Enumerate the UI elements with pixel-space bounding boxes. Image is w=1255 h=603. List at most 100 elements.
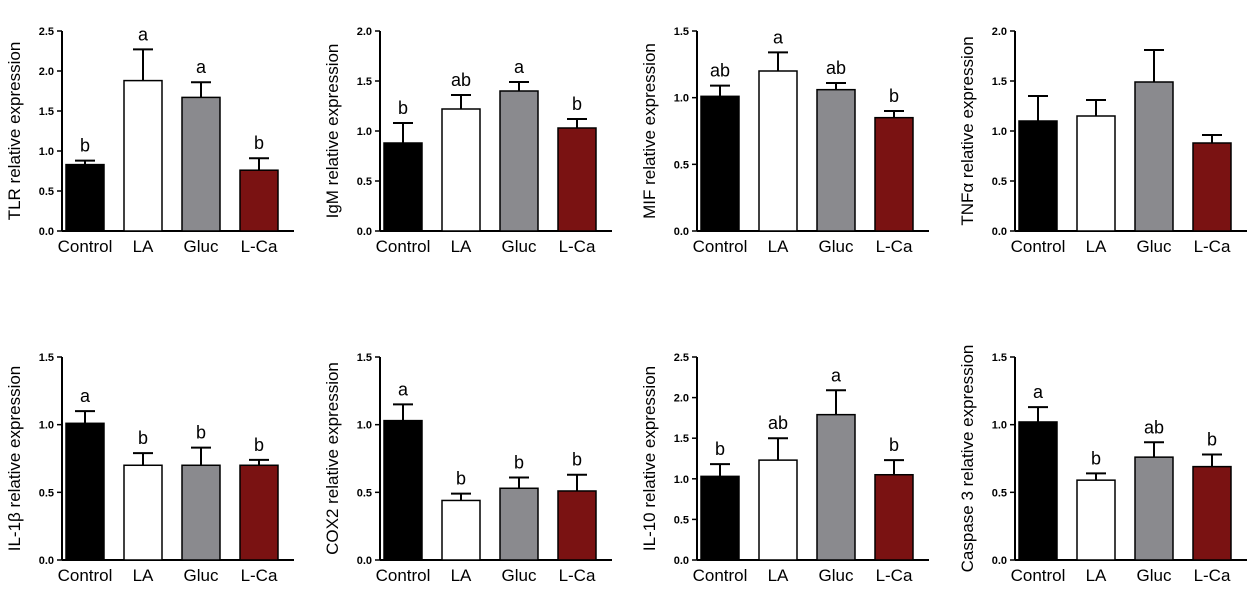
significance-letter: b: [398, 98, 408, 118]
y-tick-label: 0.5: [992, 176, 1007, 188]
y-tick-label: 0.5: [992, 487, 1007, 499]
y-tick-label: 0.0: [992, 555, 1007, 567]
bar-la: [441, 499, 481, 561]
bar-control: [65, 163, 105, 232]
significance-letter: a: [80, 386, 91, 406]
y-tick-label: 1.0: [992, 126, 1007, 138]
x-category-label: Gluc: [502, 237, 537, 256]
y-tick-label: 0.5: [357, 487, 372, 499]
bar-la: [1076, 115, 1116, 232]
bar-la: [758, 459, 798, 561]
y-tick-label: 1.5: [39, 106, 54, 118]
y-tick-label: 0.0: [357, 555, 372, 567]
x-category-label: LA: [451, 566, 472, 585]
y-tick-label: 1.0: [39, 420, 54, 432]
x-category-label: LA: [768, 237, 789, 256]
y-tick-label: 2.5: [39, 26, 54, 38]
x-category-label: LA: [768, 566, 789, 585]
y-axis-label: Caspase 3 relative expression: [958, 345, 977, 573]
bar-la: [1076, 479, 1116, 561]
significance-letter: b: [456, 469, 466, 489]
x-category-label: LA: [133, 566, 154, 585]
significance-letter: b: [572, 450, 582, 470]
significance-letter: b: [1091, 448, 1101, 468]
y-tick-label: 1.0: [674, 93, 689, 105]
x-category-label: Control: [58, 566, 113, 585]
bar-control: [65, 422, 105, 561]
significance-letter: b: [715, 439, 725, 459]
y-tick-label: 0.0: [39, 555, 54, 567]
bar-gluc: [181, 96, 221, 232]
y-tick-label: 0.5: [674, 514, 689, 526]
x-category-label: L-Ca: [1194, 237, 1231, 256]
bar-gluc: [181, 464, 221, 561]
chart-panel-6: 0.0 0.5 1.0 1.5 COX2 relative expression a Con…: [323, 352, 612, 585]
bar-l-ca: [1192, 465, 1232, 561]
bar-l-ca: [557, 127, 597, 232]
x-category-label: Gluc: [1137, 237, 1172, 256]
y-tick-label: 2.0: [39, 66, 54, 78]
chart-panel-4: 0.0 0.5 1.0 1.5 2.0 TNFα relative expression C…: [958, 26, 1247, 256]
x-category-label: L-Ca: [876, 237, 913, 256]
y-axis-label: MIF relative expression: [640, 43, 659, 219]
chart-panel-7: 0.0 0.5 1.0 1.5 2.0 2.5 IL-10 relative express…: [640, 352, 929, 585]
y-tick-label: 1.5: [39, 352, 54, 364]
chart-panel-5: 0.0 0.5 1.0 1.5 IL-1β relative expression a Co…: [5, 352, 294, 585]
significance-letter: ab: [768, 413, 788, 433]
significance-letter: b: [572, 94, 582, 114]
y-tick-label: 0.0: [992, 226, 1007, 238]
y-axis-label: IL-1β relative expression: [5, 366, 24, 552]
x-category-label: Control: [1011, 237, 1066, 256]
bar-gluc: [499, 90, 539, 232]
y-tick-label: 1.0: [39, 146, 54, 158]
bar-l-ca: [239, 464, 279, 561]
bar-control: [1018, 421, 1058, 561]
significance-letter: b: [138, 428, 148, 448]
y-tick-label: 1.5: [357, 76, 372, 88]
y-tick-label: 2.0: [674, 393, 689, 405]
significance-letter: b: [514, 452, 524, 472]
significance-letter: ab: [1144, 417, 1164, 437]
y-axis-label: IL-10 relative expression: [640, 366, 659, 551]
bar-gluc: [1134, 81, 1174, 232]
bar-la: [441, 108, 481, 232]
y-tick-label: 0.0: [674, 555, 689, 567]
y-tick-label: 1.0: [992, 420, 1007, 432]
significance-letter: a: [398, 379, 409, 399]
x-category-label: Gluc: [502, 566, 537, 585]
chart-panel-2: 0.0 0.5 1.0 1.5 2.0 IgM relative expression b C…: [323, 26, 612, 256]
y-axis-label: TNFα relative expression: [958, 36, 977, 225]
y-tick-label: 2.0: [992, 26, 1007, 38]
x-category-label: Control: [376, 237, 431, 256]
bar-gluc: [499, 487, 539, 561]
y-tick-label: 1.5: [992, 76, 1007, 88]
x-category-label: Control: [693, 566, 748, 585]
bar-l-ca: [239, 169, 279, 232]
y-axis-label: TLR relative expression: [5, 42, 24, 221]
bar-la: [123, 464, 163, 561]
y-tick-label: 1.0: [674, 474, 689, 486]
y-tick-label: 0.5: [674, 159, 689, 171]
x-category-label: Control: [693, 237, 748, 256]
y-tick-label: 0.0: [357, 226, 372, 238]
y-tick-label: 1.5: [357, 352, 372, 364]
y-axis-label: IgM relative expression: [323, 44, 342, 219]
bar-l-ca: [874, 473, 914, 561]
y-tick-label: 1.5: [674, 26, 689, 38]
significance-letter: b: [889, 435, 899, 455]
x-category-label: LA: [451, 237, 472, 256]
y-tick-label: 1.5: [674, 433, 689, 445]
bar-l-ca: [874, 116, 914, 232]
y-tick-label: 1.0: [357, 420, 372, 432]
x-category-label: Gluc: [1137, 566, 1172, 585]
bar-control: [700, 475, 740, 561]
y-tick-label: 0.5: [357, 176, 372, 188]
x-category-label: L-Ca: [559, 566, 596, 585]
bar-control: [383, 419, 423, 561]
significance-letter: b: [254, 435, 264, 455]
significance-letter: a: [196, 57, 207, 77]
significance-letter: a: [1033, 382, 1044, 402]
y-tick-label: 0.5: [39, 186, 54, 198]
x-category-label: Gluc: [819, 237, 854, 256]
